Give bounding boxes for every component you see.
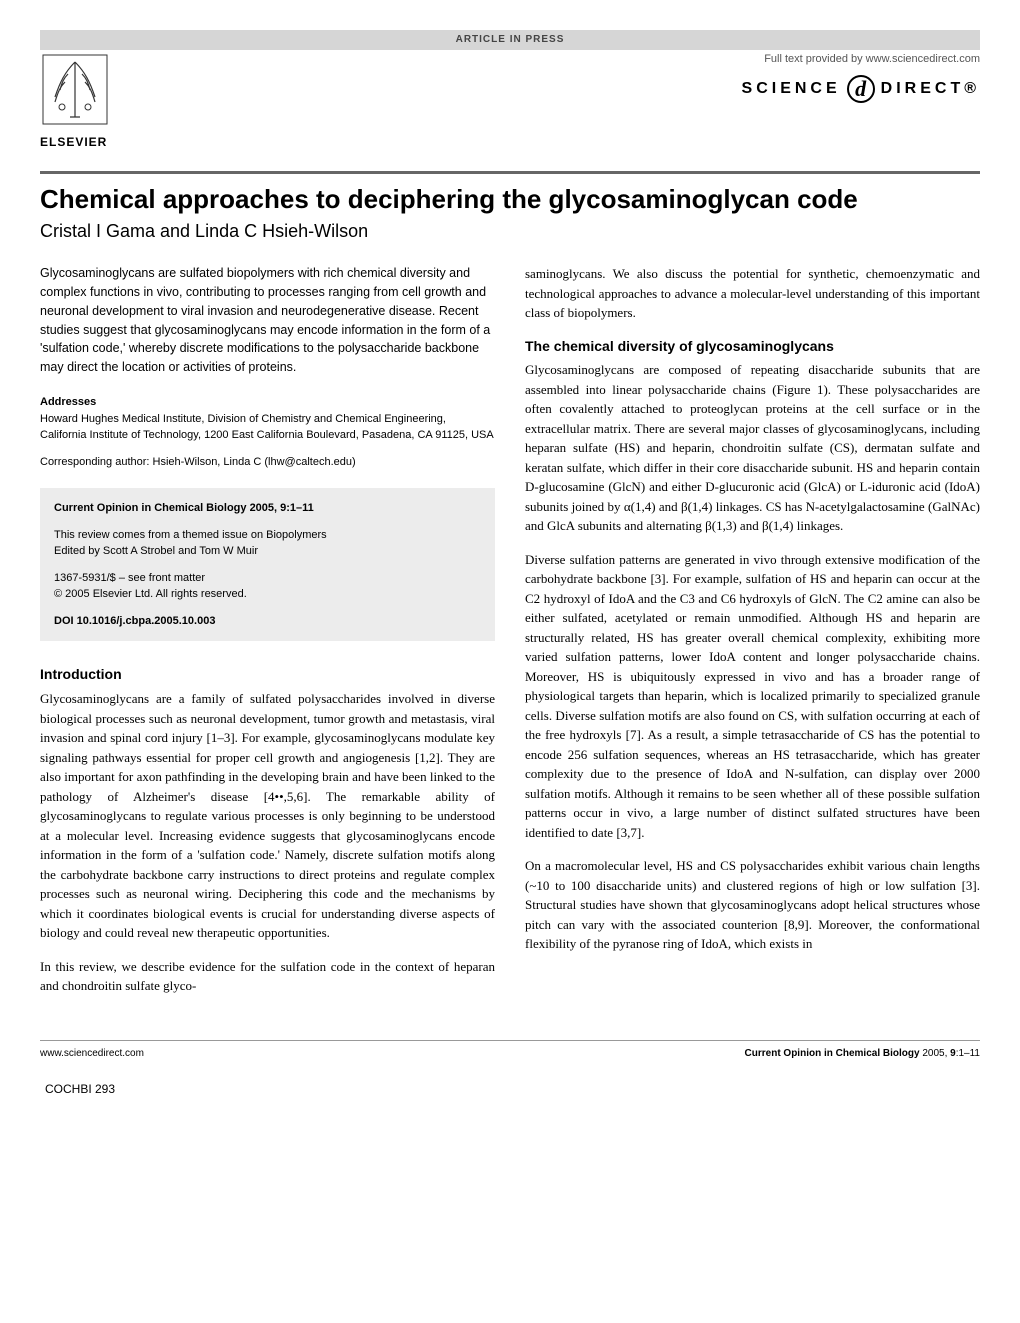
doi: DOI 10.1016/j.cbpa.2005.10.003 xyxy=(54,613,481,630)
sd-science: SCIENCE xyxy=(742,78,841,100)
footer-right: Current Opinion in Chemical Biology 2005… xyxy=(745,1047,980,1061)
diversity-paragraph-1: Glycosaminoglycans are composed of repea… xyxy=(525,360,980,536)
right-column: saminoglycans. We also discuss the poten… xyxy=(525,264,980,1009)
abstract: Glycosaminoglycans are sulfated biopolym… xyxy=(40,264,495,377)
cochbi-label: COCHBI 293 xyxy=(45,1081,980,1098)
elsevier-tree-icon xyxy=(40,52,110,127)
journal-line: Current Opinion in Chemical Biology 2005… xyxy=(54,502,314,514)
footer: www.sciencedirect.com Current Opinion in… xyxy=(40,1040,980,1061)
sd-direct: DIRECT® xyxy=(881,78,980,100)
top-row: ELSEVIER Full text provided by www.scien… xyxy=(40,52,980,151)
sciencedirect-block: Full text provided by www.sciencedirect.… xyxy=(742,52,980,103)
info-box: Current Opinion in Chemical Biology 2005… xyxy=(40,488,495,641)
sd-logo-line: SCIENCE d DIRECT® xyxy=(742,75,980,103)
diversity-paragraph-2: Diverse sulfation patterns are generated… xyxy=(525,550,980,843)
intro-paragraph-1: Glycosaminoglycans are a family of sulfa… xyxy=(40,689,495,943)
diversity-paragraph-3: On a macromolecular level, HS and CS pol… xyxy=(525,856,980,954)
introduction-heading: Introduction xyxy=(40,665,495,685)
article-title: Chemical approaches to deciphering the g… xyxy=(40,184,980,215)
page: ARTICLE IN PRESS ELSEVIER Full text prov… xyxy=(0,0,1020,1127)
elsevier-logo-block: ELSEVIER xyxy=(40,52,120,151)
two-column-layout: Glycosaminoglycans are sulfated biopolym… xyxy=(40,264,980,1009)
addresses-heading: Addresses xyxy=(40,395,495,410)
diversity-heading: The chemical diversity of glycosaminogly… xyxy=(525,337,980,357)
title-divider xyxy=(40,171,980,174)
left-column: Glycosaminoglycans are sulfated biopolym… xyxy=(40,264,495,1009)
copyright: © 2005 Elsevier Ltd. All rights reserved… xyxy=(54,588,247,600)
issn: 1367-5931/$ – see front matter xyxy=(54,572,205,584)
sd-fulltext: Full text provided by www.sciencedirect.… xyxy=(742,52,980,67)
authors: Cristal I Gama and Linda C Hsieh-Wilson xyxy=(40,219,980,244)
sciencedirect-icon: d xyxy=(847,75,875,103)
intro-continued: saminoglycans. We also discuss the poten… xyxy=(525,264,980,323)
elsevier-label: ELSEVIER xyxy=(40,134,120,151)
footer-left: www.sciencedirect.com xyxy=(40,1047,144,1061)
article-in-press-bar: ARTICLE IN PRESS xyxy=(40,30,980,50)
themed-issue: This review comes from a themed issue on… xyxy=(54,529,327,541)
intro-paragraph-2: In this review, we describe evidence for… xyxy=(40,957,495,996)
corresponding-author: Corresponding author: Hsieh-Wilson, Lind… xyxy=(40,455,495,470)
addresses: Howard Hughes Medical Institute, Divisio… xyxy=(40,412,495,443)
edited-by: Edited by Scott A Strobel and Tom W Muir xyxy=(54,545,258,557)
